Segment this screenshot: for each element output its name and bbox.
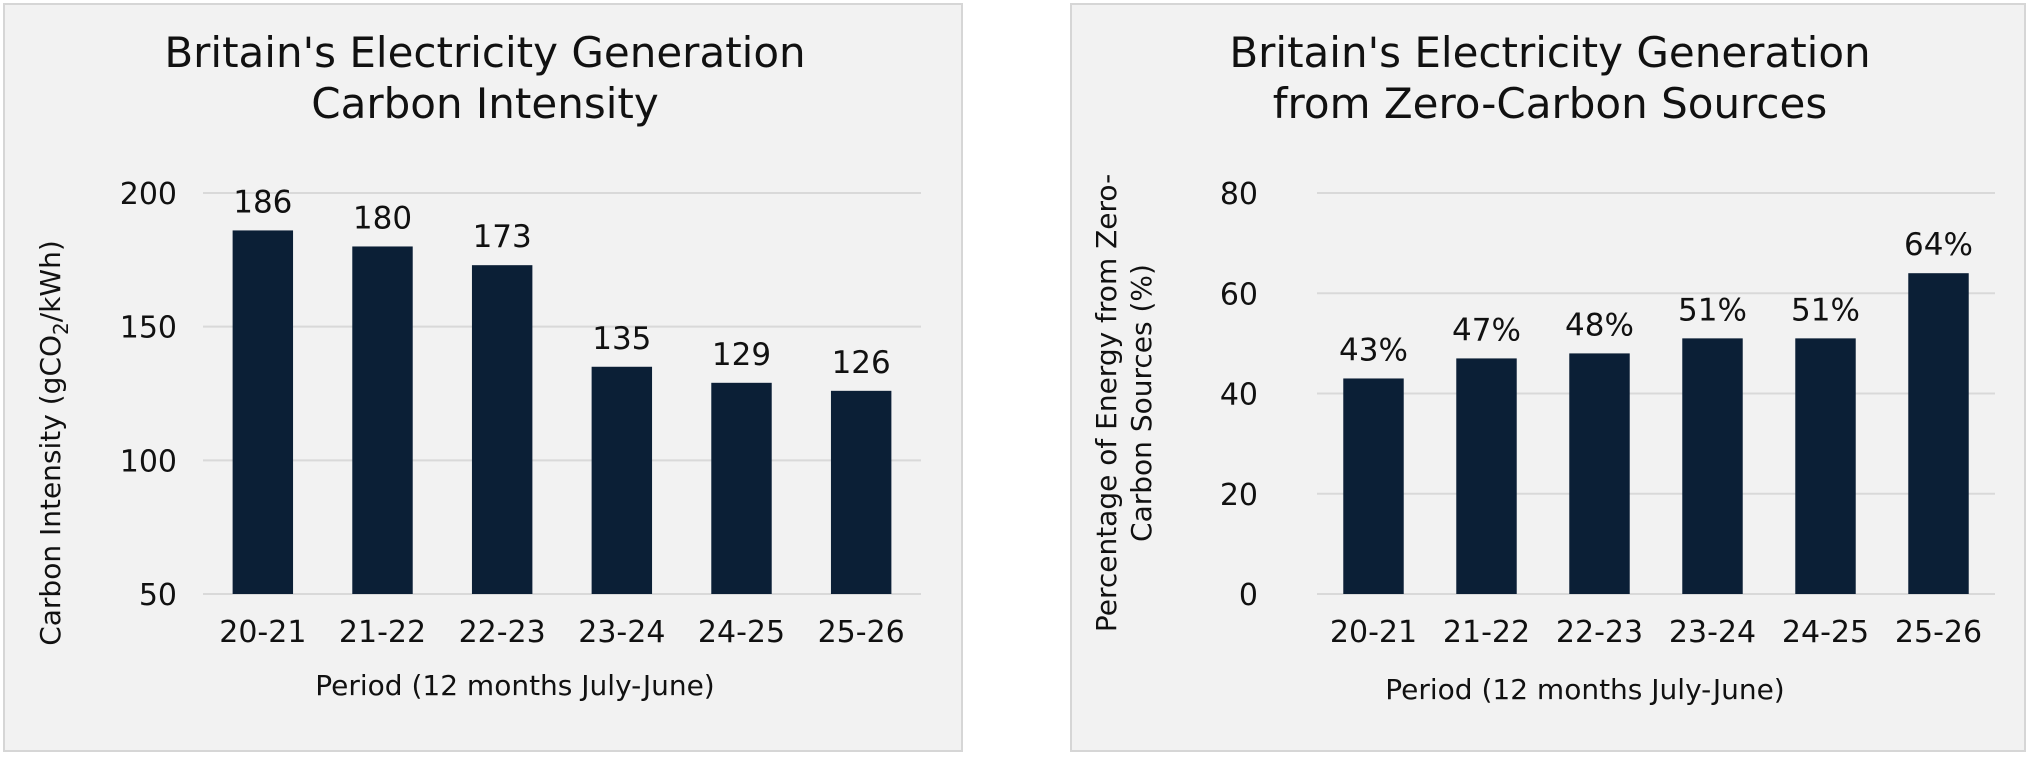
x-axis-label: Period (12 months July-June): [315, 669, 714, 702]
bar: [1682, 338, 1743, 594]
bar: [591, 366, 653, 594]
data-label: 186: [233, 184, 292, 220]
y-tick-label: 80: [1220, 177, 1258, 212]
plot-area: 0 20 40 60 80 43% 20-21 47% 21-22 48% 22-23 51% 23-2…: [1220, 177, 1995, 650]
data-label: 51%: [1678, 292, 1747, 328]
bar: [352, 246, 413, 594]
y-tick-label: 150: [120, 311, 177, 346]
data-label: 129: [712, 337, 771, 373]
data-label: 48%: [1565, 307, 1634, 343]
x-tick-label: 21-22: [339, 615, 426, 650]
chart-panel-carbon-intensity: Britain's Electricity Generation Carbon …: [3, 3, 963, 752]
bar: [1456, 358, 1517, 594]
x-tick-label: 22-23: [459, 615, 546, 650]
x-tick-label: 22-23: [1556, 615, 1643, 650]
x-tick-label: 20-21: [1330, 615, 1417, 650]
bar: [830, 390, 892, 594]
zero-carbon-chart: Britain's Electricity Generation from Ze…: [1090, 28, 1995, 706]
chart-title-line-1: Britain's Electricity Generation: [1229, 28, 1870, 77]
chart-title-line-2: from Zero-Carbon Sources: [1273, 79, 1827, 128]
x-tick-label: 24-25: [1782, 615, 1869, 650]
data-label: 47%: [1452, 312, 1521, 348]
x-tick-label: 24-25: [698, 615, 785, 650]
y-tick-label: 40: [1220, 378, 1258, 413]
bar: [711, 382, 772, 594]
bar: [1908, 273, 1969, 594]
x-tick-label: 23-24: [1669, 615, 1756, 650]
plot-area: 50 100 150 200 186 20-21 180 21-22 173 22-23 135 23…: [120, 177, 921, 650]
chart-title-line-1: Britain's Electricity Generation: [164, 28, 805, 77]
bar: [1343, 378, 1404, 594]
data-label: 43%: [1339, 332, 1408, 368]
y-axis-label-line-2: Carbon Sources (%): [1125, 264, 1158, 542]
bar: [232, 230, 294, 594]
x-tick-label: 21-22: [1443, 615, 1530, 650]
data-label: 180: [353, 200, 412, 236]
y-tick-label: 0: [1239, 578, 1258, 613]
x-tick-label: 20-21: [219, 615, 306, 650]
y-tick-label: 20: [1220, 478, 1258, 513]
x-axis-label: Period (12 months July-June): [1385, 673, 1784, 706]
y-tick-label: 60: [1220, 277, 1258, 312]
chart-panel-zero-carbon: Britain's Electricity Generation from Ze…: [1070, 3, 2026, 752]
data-label: 64%: [1904, 227, 1973, 263]
data-label: 51%: [1791, 292, 1860, 328]
x-tick-label: 23-24: [578, 615, 665, 650]
y-tick-label: 100: [120, 444, 177, 479]
data-label: 126: [832, 345, 891, 381]
data-label: 135: [592, 321, 651, 357]
bar: [1569, 353, 1630, 594]
y-tick-label: 50: [139, 578, 177, 613]
y-axis-label-line-1: Percentage of Energy from Zero-: [1090, 174, 1123, 632]
x-tick-label: 25-26: [818, 615, 905, 650]
bar: [471, 265, 533, 594]
x-tick-label: 25-26: [1895, 615, 1982, 650]
y-tick-label: 200: [120, 177, 177, 212]
data-label: 173: [473, 219, 532, 255]
y-axis-label: Carbon Intensity (gCO2/kWh): [34, 240, 73, 646]
carbon-intensity-chart: Britain's Electricity Generation Carbon …: [34, 28, 921, 702]
chart-title-line-2: Carbon Intensity: [311, 79, 658, 128]
bar: [1795, 338, 1856, 594]
